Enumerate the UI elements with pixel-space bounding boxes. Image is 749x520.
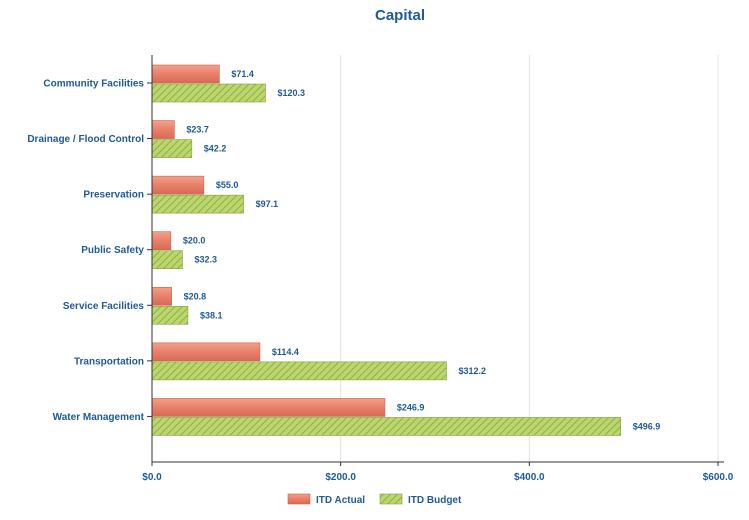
legend: ITD Actual ITD Budget xyxy=(287,493,462,506)
x-tick-label: $200.0 xyxy=(325,472,356,483)
bar-itd-actual xyxy=(151,64,220,84)
bar-itd-actual xyxy=(151,342,261,362)
bar-itd-actual xyxy=(151,231,172,251)
data-label: $20.0 xyxy=(183,236,206,246)
x-tick-label: $600.0 xyxy=(703,472,734,483)
x-tick-label: $0.0 xyxy=(142,472,162,483)
bar-itd-budget xyxy=(151,361,447,381)
grid-layer xyxy=(340,55,719,462)
bar-itd-budget xyxy=(151,417,622,436)
data-label: $97.1 xyxy=(256,199,279,209)
category-label: Service Facilities xyxy=(63,301,145,312)
data-label: $23.7 xyxy=(186,125,209,135)
category-label: Transportation xyxy=(74,356,144,367)
data-label: $20.8 xyxy=(184,291,207,301)
bar-itd-actual xyxy=(151,175,205,195)
data-label: $312.2 xyxy=(459,366,487,376)
category-label: Preservation xyxy=(83,190,144,201)
legend-swatch-itd-actual xyxy=(287,493,311,505)
bars-layer: $71.4 $120.3 $23.7 $42.2 $55.0 $97.1 $20.0 $32.… xyxy=(151,64,661,436)
category-label: Drainage / Flood Control xyxy=(27,134,144,145)
data-label: $246.9 xyxy=(397,402,425,412)
x-tick-label: $400.0 xyxy=(514,472,545,483)
data-label: $55.0 xyxy=(216,180,239,190)
data-label: $71.4 xyxy=(231,69,254,79)
data-label: $120.3 xyxy=(277,88,305,98)
data-label: $496.9 xyxy=(633,421,661,431)
bar-itd-budget xyxy=(151,305,189,325)
bar-itd-budget xyxy=(151,194,244,214)
bar-itd-budget xyxy=(151,139,193,158)
data-label: $32.3 xyxy=(194,255,217,265)
data-label: $114.4 xyxy=(272,347,299,357)
chart-title: Capital xyxy=(375,7,425,24)
category-label: Water Management xyxy=(53,412,145,423)
bar-itd-actual xyxy=(151,286,172,306)
bar-itd-actual xyxy=(151,120,175,139)
legend-swatch-itd-budget xyxy=(379,493,403,505)
bar-itd-budget xyxy=(151,250,183,270)
category-label: Community Facilities xyxy=(43,79,144,90)
axis-layer: $0.0 $200.0 $400.0 $600.0 Community Faciliti… xyxy=(27,55,734,483)
legend-label: ITD Budget xyxy=(408,495,462,506)
data-label: $38.1 xyxy=(200,310,223,320)
category-label: Public Safety xyxy=(81,245,144,256)
data-label: $42.2 xyxy=(204,144,227,154)
legend-label: ITD Actual xyxy=(316,495,365,506)
bar-itd-budget xyxy=(151,83,266,103)
bar-itd-actual xyxy=(151,398,386,417)
